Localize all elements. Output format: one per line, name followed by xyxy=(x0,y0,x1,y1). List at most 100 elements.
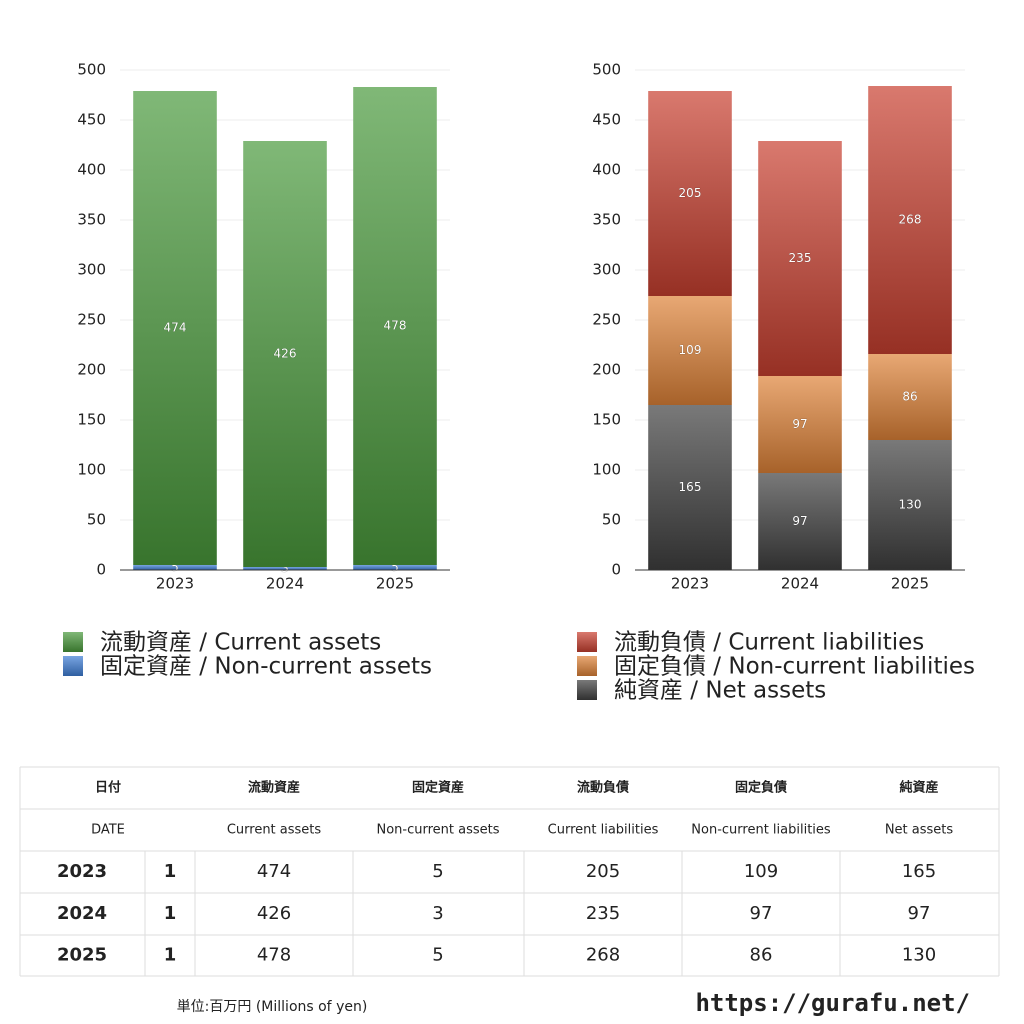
data-label: 5 xyxy=(391,560,399,574)
y-tick-label: 50 xyxy=(87,511,106,529)
legend-swatch xyxy=(577,632,597,652)
table-cell: 205 xyxy=(586,861,620,882)
y-tick-label: 100 xyxy=(77,461,106,479)
table-header: 日付 xyxy=(95,780,121,796)
y-tick-label: 400 xyxy=(77,161,106,179)
table-cell: 109 xyxy=(744,861,778,882)
data-label: 235 xyxy=(789,251,812,265)
table-cell: 97 xyxy=(908,903,931,924)
y-tick-label: 500 xyxy=(77,61,106,79)
bar-segment xyxy=(758,376,842,473)
x-tick-label: 2025 xyxy=(376,575,414,593)
x-tick-label: 2023 xyxy=(671,575,709,593)
legend-label: 流動負債 / Current liabilities xyxy=(614,630,924,656)
y-tick-label: 200 xyxy=(592,361,621,379)
y-tick-label: 100 xyxy=(592,461,621,479)
table-cell: 5 xyxy=(432,861,443,882)
y-tick-label: 50 xyxy=(602,511,621,529)
source-url: https://gurafu.net/ xyxy=(695,989,970,1017)
bar-segment xyxy=(648,405,732,570)
legend-swatch xyxy=(63,656,83,676)
legend-label: 流動資産 / Current assets xyxy=(100,630,381,656)
data-label: 3 xyxy=(281,561,289,575)
table-header: 流動資産 xyxy=(248,780,300,796)
bar-segment xyxy=(353,87,437,565)
bar-segment xyxy=(868,354,952,440)
bar-segment xyxy=(758,141,842,376)
y-tick-label: 300 xyxy=(77,261,106,279)
table-header: Net assets xyxy=(885,823,954,838)
table-cell: 86 xyxy=(750,945,773,966)
table-cell: 268 xyxy=(586,945,620,966)
table-cell: 130 xyxy=(902,945,936,966)
legend-label: 固定負債 / Non-current liabilities xyxy=(614,654,975,680)
y-tick-label: 150 xyxy=(77,411,106,429)
data-label: 478 xyxy=(384,319,407,333)
data-label: 97 xyxy=(792,514,807,528)
table-cell: 97 xyxy=(750,903,773,924)
table-cell: 2024 xyxy=(57,903,107,924)
data-label: 426 xyxy=(274,347,297,361)
bar-segment xyxy=(648,296,732,405)
data-label: 86 xyxy=(902,390,917,404)
y-tick-label: 450 xyxy=(592,111,621,129)
x-tick-label: 2024 xyxy=(781,575,819,593)
x-tick-label: 2024 xyxy=(266,575,304,593)
x-tick-label: 2025 xyxy=(891,575,929,593)
table-cell: 2025 xyxy=(57,945,107,966)
table-cell: 426 xyxy=(257,903,291,924)
data-label: 130 xyxy=(899,498,922,512)
legend-label: 固定資産 / Non-current assets xyxy=(100,654,432,680)
table-cell: 5 xyxy=(432,945,443,966)
table-cell: 1 xyxy=(164,861,177,882)
table-cell: 1 xyxy=(164,903,177,924)
data-label: 474 xyxy=(164,321,187,335)
y-tick-label: 250 xyxy=(592,311,621,329)
bar-segment xyxy=(133,91,217,565)
y-tick-label: 450 xyxy=(77,111,106,129)
table-cell: 1 xyxy=(164,945,177,966)
x-tick-label: 2023 xyxy=(156,575,194,593)
bar-segment xyxy=(868,440,952,570)
table-header: Current liabilities xyxy=(548,823,659,838)
bar-segment xyxy=(133,565,217,570)
y-tick-label: 350 xyxy=(77,211,106,229)
data-label: 205 xyxy=(679,186,702,200)
y-tick-label: 500 xyxy=(592,61,621,79)
bar-segment xyxy=(353,565,437,570)
table-header: Non-current liabilities xyxy=(691,823,831,838)
data-label: 268 xyxy=(899,213,922,227)
bar-segment xyxy=(758,473,842,570)
y-tick-label: 250 xyxy=(77,311,106,329)
table-header: 純資産 xyxy=(899,780,938,796)
table-cell: 2023 xyxy=(57,861,107,882)
table-header: DATE xyxy=(91,823,125,838)
bar-segment xyxy=(648,91,732,296)
table-header: Non-current assets xyxy=(376,823,499,838)
bar-segment xyxy=(868,86,952,354)
legend-swatch xyxy=(577,656,597,676)
legend-swatch xyxy=(63,632,83,652)
data-label: 165 xyxy=(679,480,702,494)
y-tick-label: 0 xyxy=(96,561,106,579)
table-cell: 3 xyxy=(432,903,443,924)
y-tick-label: 150 xyxy=(592,411,621,429)
y-tick-label: 350 xyxy=(592,211,621,229)
data-label: 97 xyxy=(792,417,807,431)
table-header: 固定資産 xyxy=(412,780,464,796)
table-header: 固定負債 xyxy=(735,780,787,796)
data-label: 5 xyxy=(171,560,179,574)
bar-segment xyxy=(243,141,327,567)
bar-segment xyxy=(243,567,327,570)
y-tick-label: 200 xyxy=(77,361,106,379)
table-cell: 474 xyxy=(257,861,291,882)
table-header: 流動負債 xyxy=(577,780,629,796)
y-tick-label: 300 xyxy=(592,261,621,279)
table-header: Current assets xyxy=(227,823,322,838)
y-tick-label: 0 xyxy=(611,561,621,579)
unit-note: 単位:百万円 (Millions of yen) xyxy=(177,999,368,1015)
y-tick-label: 400 xyxy=(592,161,621,179)
table-cell: 478 xyxy=(257,945,291,966)
legend-label: 純資産 / Net assets xyxy=(614,678,826,704)
